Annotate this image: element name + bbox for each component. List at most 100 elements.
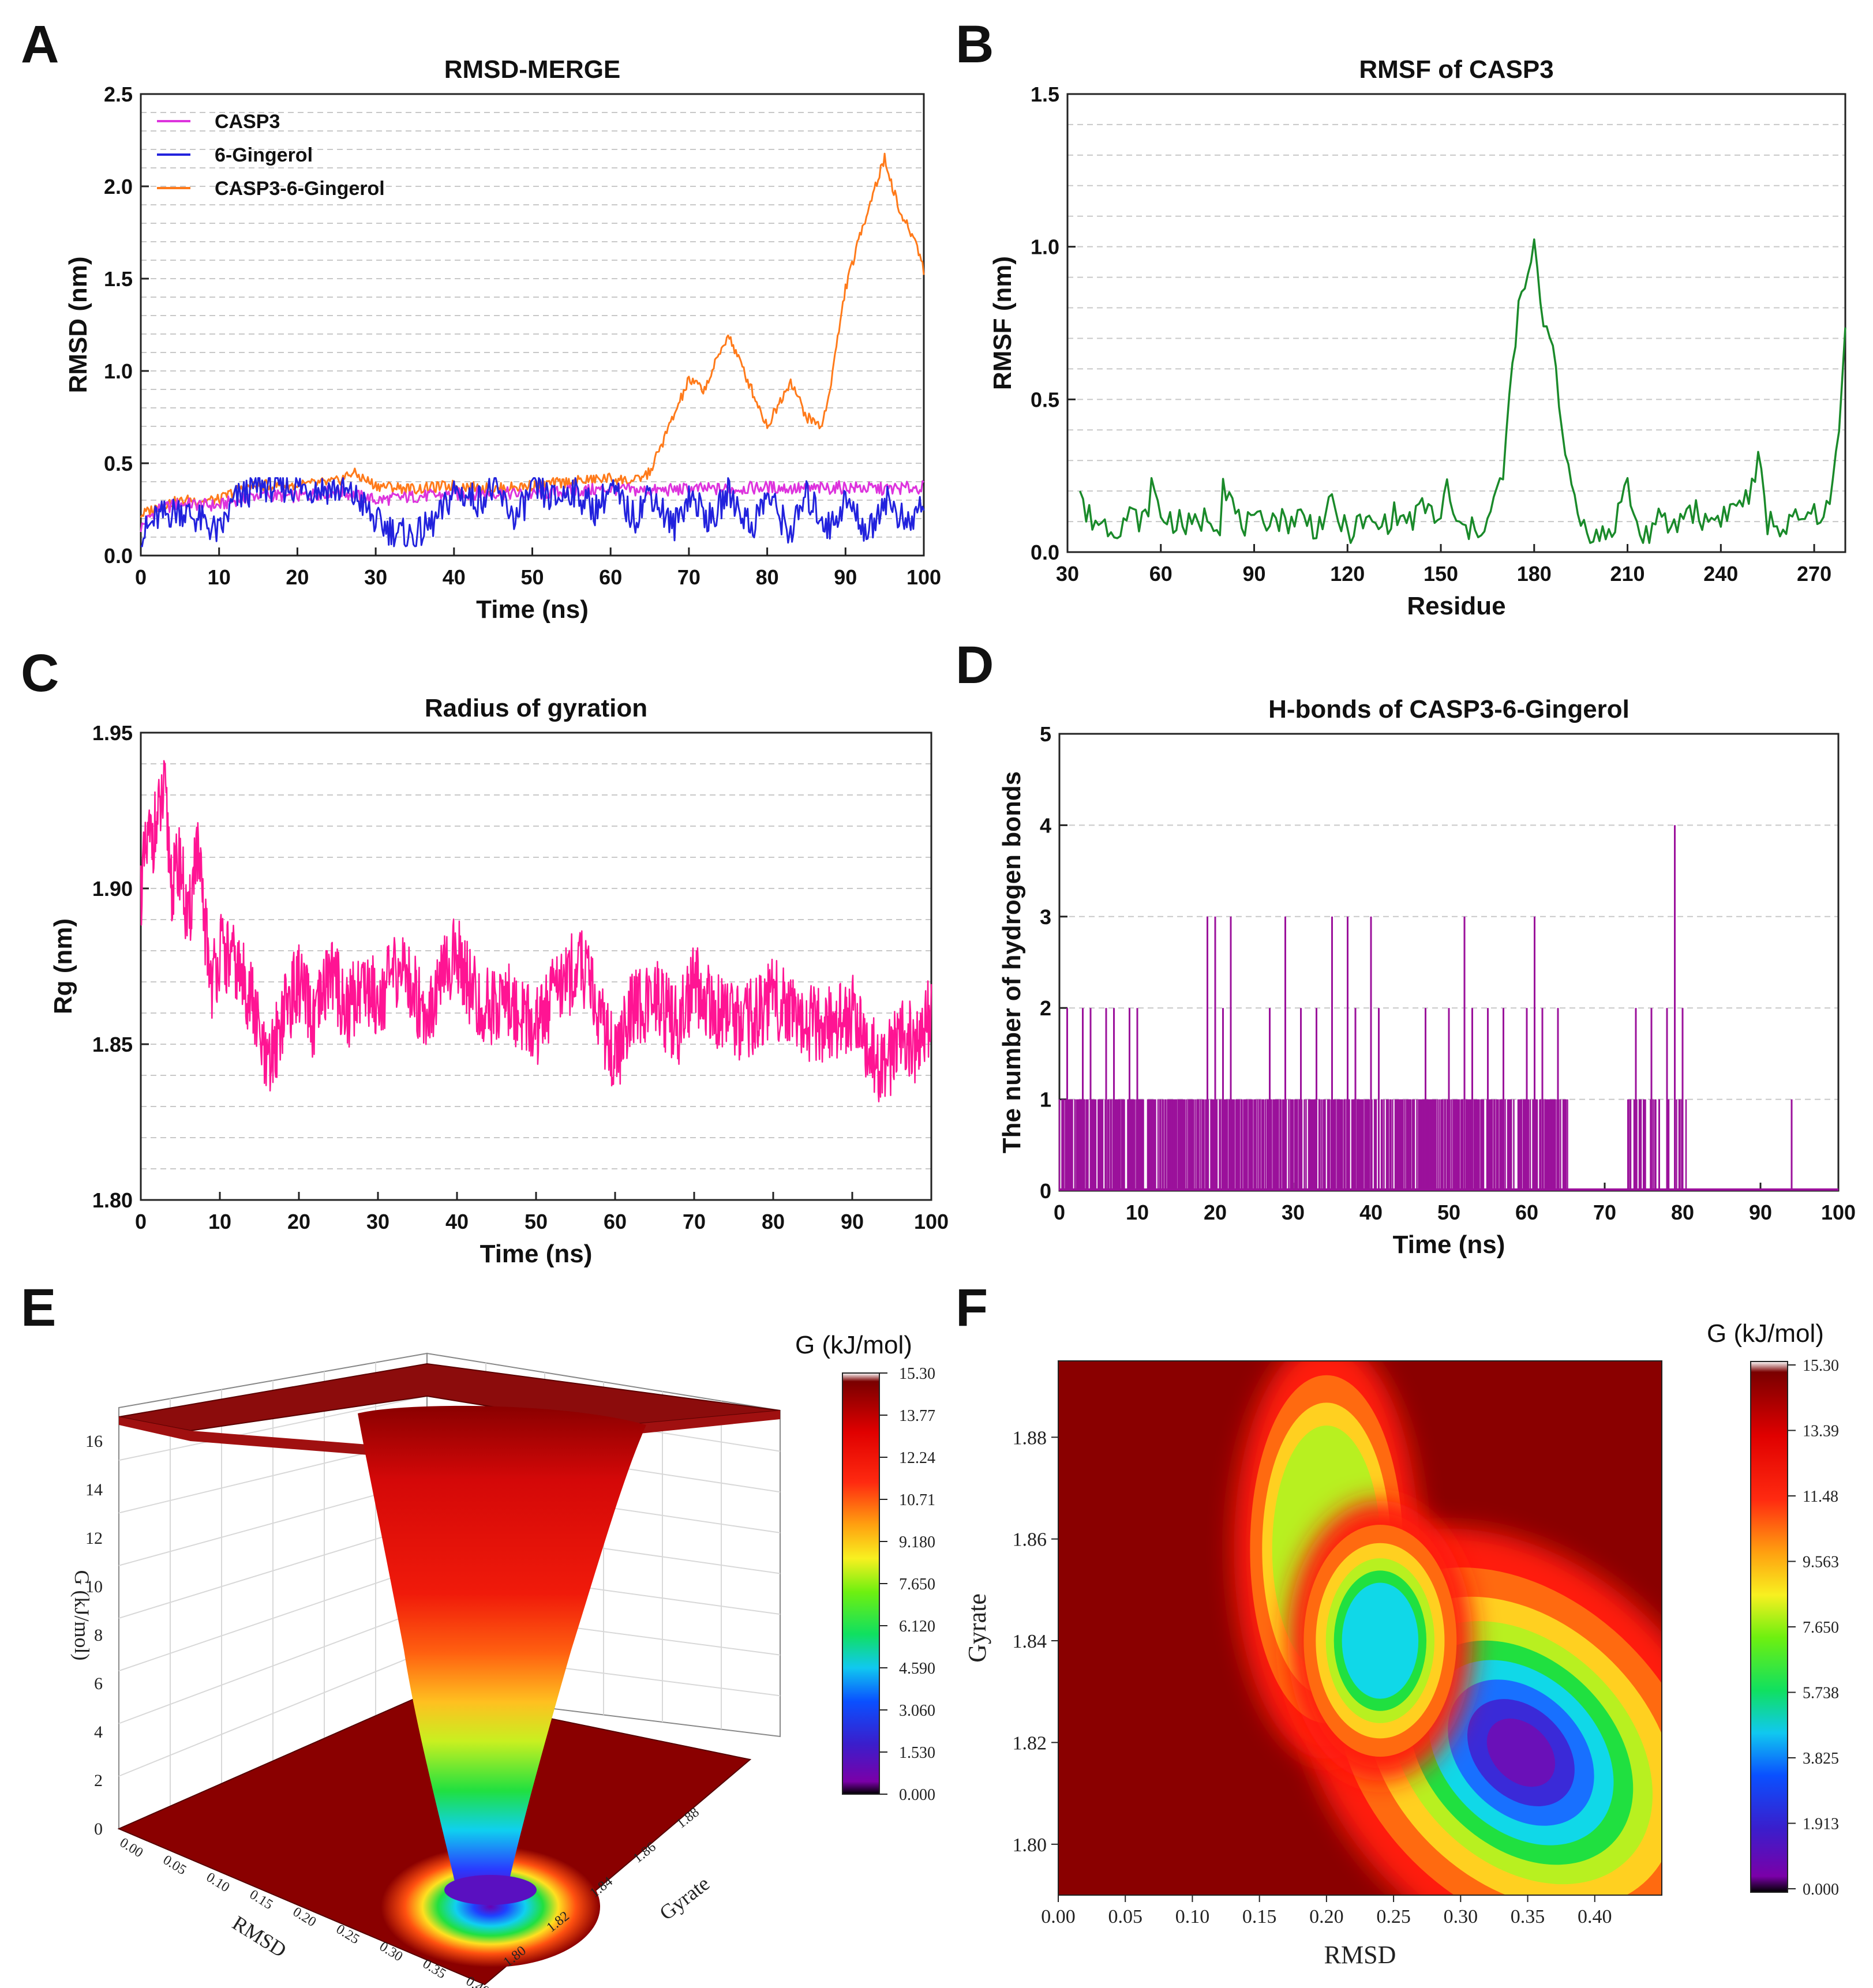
panel-b-x-tick-label: 270 <box>1797 562 1831 586</box>
floor-basin <box>381 1846 600 1967</box>
panel-d-x-tick-label: 50 <box>1437 1201 1460 1224</box>
panel-e-colorbar-label: 10.71 <box>899 1491 935 1509</box>
panel-b-x-tick-label: 210 <box>1610 562 1645 586</box>
panel-f-x-tick-label: 0.40 <box>1578 1906 1612 1927</box>
legend-label: 6-Gingerol <box>215 144 313 166</box>
panel-e-z-axis-label: G (kJ/mol) <box>70 1570 93 1661</box>
panel-d-y-tick-label: 0 <box>1040 1179 1051 1203</box>
panel-c-x-tick-label: 40 <box>445 1210 469 1233</box>
panel-b-y-tick-label: 1.5 <box>1031 82 1059 106</box>
rg-series-line <box>140 760 932 1102</box>
panel-f-x-tick-label: 0.15 <box>1242 1906 1277 1927</box>
panel-f: F 0.00 0.05 0.10 0.15 0.20 0.25 0.30 0.35 0.40 1.8… <box>956 1278 1839 1969</box>
panel-f-y-tick-label: 1.84 <box>1013 1631 1047 1652</box>
panel-c-x-tick-label: 90 <box>841 1210 864 1233</box>
panel-f-colorbar-label: 0.000 <box>1803 1881 1839 1899</box>
panel-c-letter: C <box>21 644 59 703</box>
panel-e-colorbar-label: 4.590 <box>899 1660 935 1678</box>
panel-f-x-tick-label: 0.35 <box>1511 1906 1545 1927</box>
panel-d-x-tick-label: 60 <box>1515 1201 1538 1224</box>
panel-b-x-tick-label: 180 <box>1517 562 1552 586</box>
panel-f-colorbar-title: G (kJ/mol) <box>1707 1319 1824 1348</box>
panel-a-x-tick-label: 70 <box>677 565 700 589</box>
complex-series-line <box>140 152 925 518</box>
panel-d-y-tick-label: 4 <box>1040 813 1051 837</box>
panel-e-z-tick-label: 8 <box>94 1626 103 1645</box>
panel-b-x-tick-label: 240 <box>1703 562 1738 586</box>
panel-a-x-tick-label: 90 <box>834 565 857 589</box>
panel-a-x-tick-label: 10 <box>208 565 231 589</box>
panel-d-y-tick-label: 3 <box>1040 905 1051 929</box>
panel-f-contour-level <box>1486 1718 1556 1787</box>
panel-f-x-tick-label: 0.00 <box>1041 1906 1076 1927</box>
panel-e-x-tick-label: 0.00 <box>117 1835 145 1861</box>
panel-f-colorbar-label: 15.30 <box>1803 1357 1839 1375</box>
panel-b-letter: B <box>956 15 994 74</box>
panel-f-plot-frame <box>1058 1360 1662 1896</box>
panel-f-contour-level <box>1342 1582 1419 1699</box>
panel-f-colorbar-label: 7.650 <box>1803 1619 1839 1637</box>
panel-f-contours <box>1234 1361 1662 1895</box>
panel-a-y-tick-label: 2.5 <box>104 82 133 106</box>
panel-d-x-tick-label: 40 <box>1359 1201 1383 1224</box>
panel-d-x-tick-label: 30 <box>1282 1201 1305 1224</box>
panel-d-x-tick-label: 20 <box>1204 1201 1227 1224</box>
panel-a-x-axis-label: Time (ns) <box>476 595 589 624</box>
panel-e-z-tick-label: 6 <box>94 1674 103 1693</box>
panel-f-y-tick-label: 1.86 <box>1013 1529 1047 1551</box>
panel-f-colorbar-label: 9.563 <box>1803 1554 1839 1571</box>
panel-c-x-tick-label: 100 <box>914 1210 949 1233</box>
panel-e-colorbar-label: 7.650 <box>899 1576 935 1593</box>
panel-b-x-tick-label: 120 <box>1330 562 1365 586</box>
panel-a-x-tick-label: 60 <box>599 565 622 589</box>
panel-d-x-tick-label: 10 <box>1126 1201 1149 1224</box>
panel-d-x-tick-label: 0 <box>1054 1201 1065 1224</box>
floor-plane <box>117 1692 752 1986</box>
panel-a-x-tick-label: 20 <box>286 565 309 589</box>
legend-label: CASP3-6-Gingerol <box>215 178 385 200</box>
panel-f-x-tick-label: 0.10 <box>1175 1906 1210 1927</box>
panel-c-x-tick-label: 30 <box>366 1210 389 1233</box>
panel-a-x-tick-label: 40 <box>443 565 466 589</box>
panel-e-letter: E <box>21 1278 56 1337</box>
panel-d: D 0 10 20 30 40 50 60 70 80 90 100 0 1 2 3 4 5 H-bonds of … <box>956 636 1856 1259</box>
panel-b-y-axis-label: RMSF (nm) <box>988 256 1017 390</box>
panel-f-y-axis-label: Gyrate <box>963 1593 991 1663</box>
panel-c-x-tick-label: 50 <box>525 1210 548 1233</box>
panel-e-y-axis-label: Gyrate <box>655 1871 714 1925</box>
panel-d-x-tick-label: 80 <box>1671 1201 1694 1224</box>
panel-e-z-tick-label: 12 <box>85 1529 103 1548</box>
panel-a-y-tick-label: 2.0 <box>104 175 133 198</box>
panel-e-colorbar-label: 9.180 <box>899 1533 935 1551</box>
panel-f-colorbar-label: 3.825 <box>1803 1750 1839 1768</box>
panel-e-z-tick-label: 4 <box>94 1723 103 1742</box>
panel-d-x-tick-label: 90 <box>1749 1201 1772 1224</box>
panel-b-y-tick-label: 1.0 <box>1031 235 1059 259</box>
panel-f-colorbar-label: 13.39 <box>1803 1423 1839 1441</box>
panel-f-x-axis-label: RMSD <box>1324 1941 1396 1969</box>
panel-c-x-axis-label: Time (ns) <box>480 1240 593 1268</box>
panel-a-x-tick-label: 100 <box>906 565 941 589</box>
funnel-minimum <box>444 1875 537 1905</box>
panel-a-x-tick-label: 50 <box>520 565 544 589</box>
panel-e-colorbar-label: 12.24 <box>899 1449 935 1467</box>
panel-d-title: H-bonds of CASP3-6-Gingerol <box>1268 695 1629 723</box>
panel-c-title: Radius of gyration <box>425 694 647 722</box>
panel-b-x-tick-label: 30 <box>1056 562 1079 586</box>
panel-f-colorbar-label: 5.738 <box>1803 1685 1839 1702</box>
panel-c-y-tick-label: 1.85 <box>92 1033 133 1056</box>
panel-c-y-axis-label: Rg (nm) <box>49 918 77 1014</box>
panel-d-y-tick-label: 5 <box>1040 722 1051 746</box>
panel-a-y-tick-label: 1.0 <box>104 359 133 383</box>
rmsf-series-line <box>1078 238 1846 544</box>
panel-c-x-tick-label: 80 <box>762 1210 785 1233</box>
panel-f-colorbar <box>1750 1361 1788 1893</box>
plateau-edge <box>119 1411 780 1460</box>
panel-e-z-tick-label: 10 <box>85 1577 103 1596</box>
panel-c-y-tick-label: 1.90 <box>92 877 133 901</box>
panel-e-z-tick-label: 0 <box>94 1820 103 1839</box>
panel-f-colorbar-label: 11.48 <box>1803 1488 1838 1506</box>
panel-d-y-axis-label: The number of hydrogen bonds <box>998 771 1026 1153</box>
panel-f-y-tick-label: 1.82 <box>1013 1732 1047 1754</box>
gingerol-series-line <box>141 477 925 547</box>
